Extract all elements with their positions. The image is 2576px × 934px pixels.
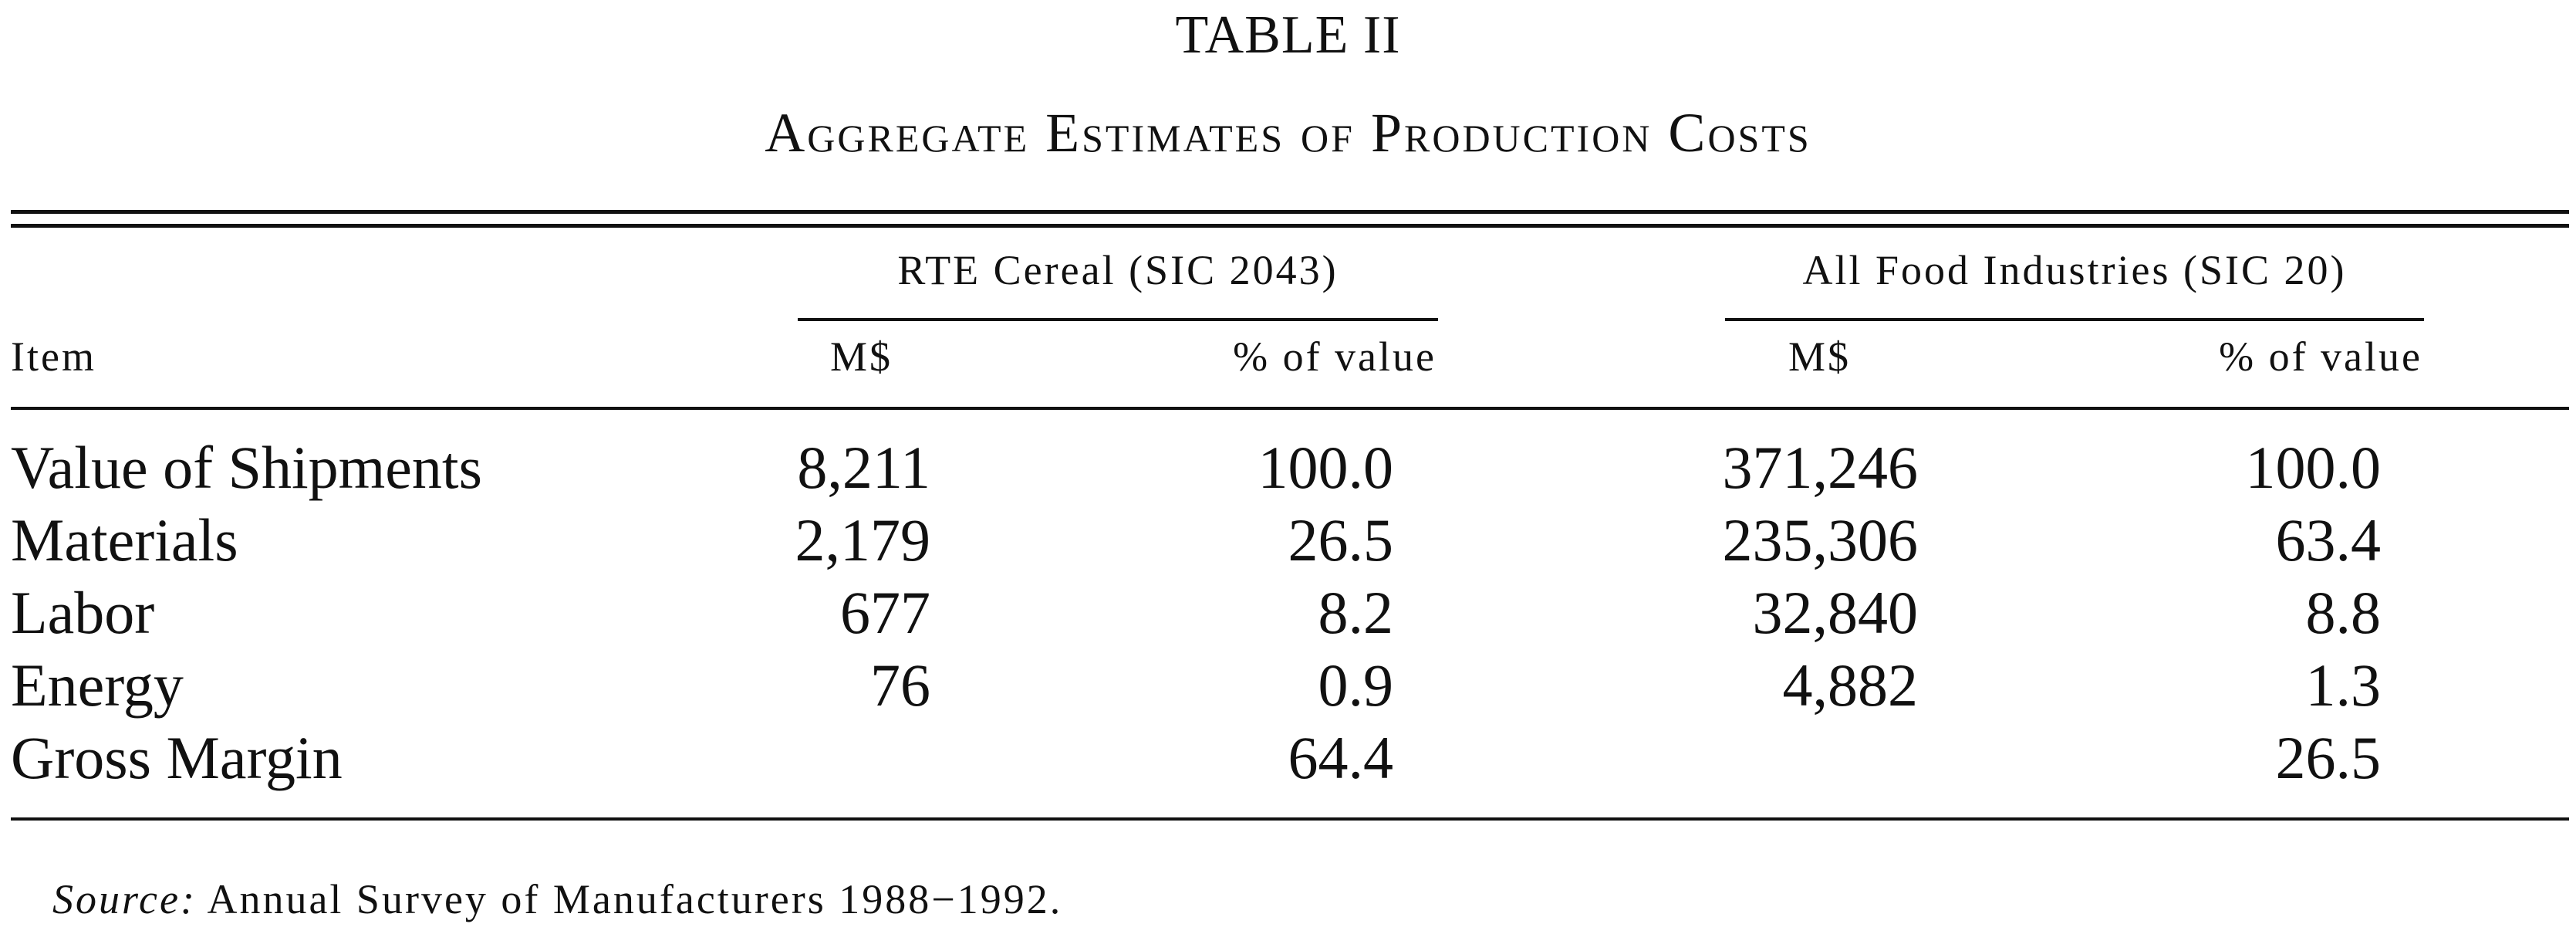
row-rte-pct: 26.5 xyxy=(1288,506,1394,574)
table-title: TABLE II xyxy=(1175,5,1401,65)
row-rte-pct: 0.9 xyxy=(1318,651,1394,719)
column-header-food-pct: % of value xyxy=(2219,333,2422,380)
row-food-m: 32,840 xyxy=(1752,579,1919,646)
column-header-item: Item xyxy=(11,333,96,380)
row-food-m: 371,246 xyxy=(1722,434,1919,501)
group-rule-all-food xyxy=(1725,318,2424,321)
row-food-m: 4,882 xyxy=(1782,651,1919,719)
row-item: Materials xyxy=(11,506,238,574)
row-food-pct: 8.8 xyxy=(2305,579,2382,646)
group-header-rte-cereal: RTE Cereal (SIC 2043) xyxy=(897,247,1339,293)
row-item: Energy xyxy=(11,651,184,719)
row-food-pct: 1.3 xyxy=(2305,651,2382,719)
row-rte-m: 8,211 xyxy=(797,434,930,501)
row-food-pct: 26.5 xyxy=(2275,724,2382,791)
bottom-rule xyxy=(11,817,2569,821)
table-row: Value of Shipments 8,211 100.0 371,246 1… xyxy=(0,431,2576,504)
header-rule xyxy=(11,407,2569,410)
table-row: Energy 76 0.9 4,882 1.3 xyxy=(0,648,2576,722)
row-rte-pct: 64.4 xyxy=(1288,724,1394,791)
table-subtitle: Aggregate Estimates of Production Costs xyxy=(765,102,1811,164)
row-rte-m: 677 xyxy=(840,579,930,646)
row-rte-m: 76 xyxy=(870,651,930,719)
row-rte-pct: 100.0 xyxy=(1258,434,1394,501)
top-rule-second xyxy=(11,224,2569,228)
row-rte-pct: 8.2 xyxy=(1318,579,1394,646)
group-header-all-food: All Food Industries (SIC 20) xyxy=(1802,247,2347,293)
row-food-pct: 63.4 xyxy=(2275,506,2382,574)
group-rule-rte-cereal xyxy=(798,318,1438,321)
column-header-rte-m: M$ xyxy=(830,333,893,380)
table-row: Materials 2,179 26.5 235,306 63.4 xyxy=(0,503,2576,577)
top-rule xyxy=(11,210,2569,214)
row-item: Gross Margin xyxy=(11,724,343,791)
source-text: Annual Survey of Manufacturers 1988−1992… xyxy=(207,876,1063,922)
source-label: Source: xyxy=(52,876,197,922)
row-item: Value of Shipments xyxy=(11,434,482,501)
row-food-m: 235,306 xyxy=(1722,506,1919,574)
table-row: Labor 677 8.2 32,840 8.8 xyxy=(0,576,2576,649)
row-item: Labor xyxy=(11,579,155,646)
source-note: Source: Annual Survey of Manufacturers 1… xyxy=(52,865,1062,934)
row-rte-m: 2,179 xyxy=(795,506,931,574)
row-food-pct: 100.0 xyxy=(2245,434,2382,501)
column-header-food-m: M$ xyxy=(1788,333,1852,380)
table-row: Gross Margin 64.4 26.5 xyxy=(0,721,2576,794)
column-header-rte-pct: % of value xyxy=(1233,333,1437,380)
